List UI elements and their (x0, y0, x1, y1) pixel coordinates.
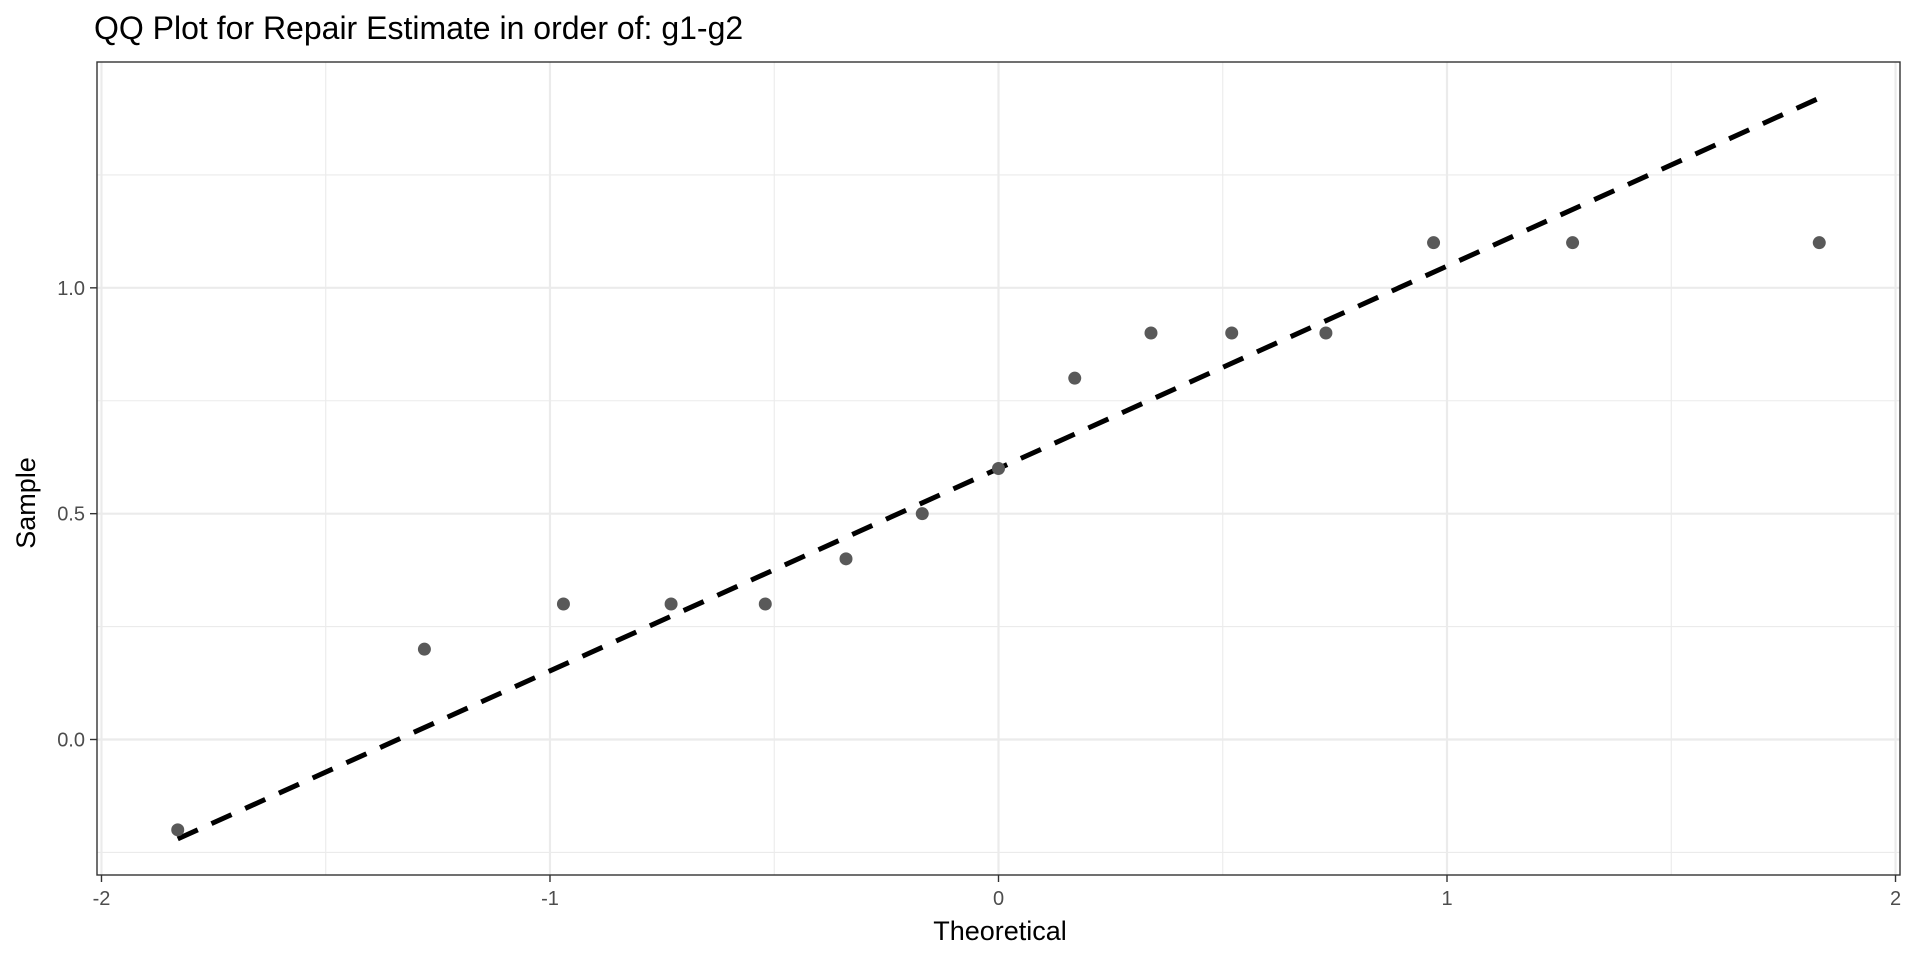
qq-point (1068, 371, 1082, 385)
y-tick-label: 0.5 (57, 504, 85, 526)
qq-point (171, 823, 185, 837)
qq-point (664, 597, 678, 611)
qq-point (1319, 326, 1333, 340)
qq-point (758, 597, 772, 611)
qq-point (839, 552, 853, 566)
qq-point (992, 462, 1005, 475)
qq-point (556, 597, 570, 611)
y-axis-ticks: 0.0 0.5 1.0 (57, 278, 97, 752)
x-axis-label: Theoretical (933, 916, 1067, 946)
qq-point (1566, 236, 1580, 250)
x-tick-label: 1 (1441, 888, 1452, 910)
qq-point (1225, 326, 1239, 340)
qq-point (1144, 326, 1158, 340)
y-tick-label: 0.0 (57, 730, 85, 752)
qq-point (417, 642, 431, 656)
x-axis-ticks: -2 -1 0 1 2 (93, 875, 1901, 910)
x-tick-label: -2 (93, 888, 111, 910)
y-tick-label: 1.0 (57, 278, 85, 300)
points-layer (171, 236, 1826, 837)
qq-point (1427, 236, 1441, 250)
x-tick-label: 0 (993, 888, 1004, 910)
x-tick-label: -1 (541, 888, 559, 910)
chart-title: QQ Plot for Repair Estimate in order of:… (94, 10, 743, 46)
y-axis-label: Sample (11, 457, 41, 549)
x-tick-label: 2 (1890, 888, 1901, 910)
qq-point (1812, 236, 1826, 250)
qq-point (915, 507, 929, 521)
